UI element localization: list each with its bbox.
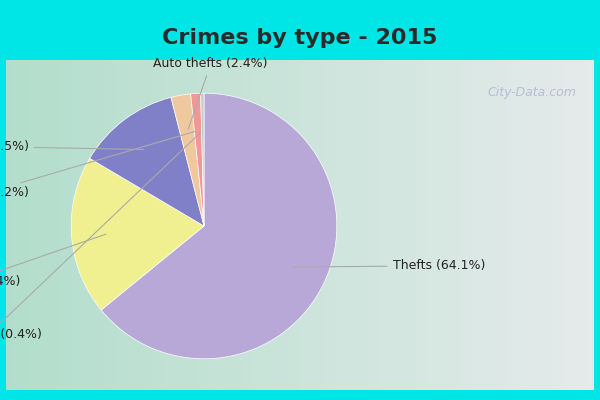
Wedge shape: [200, 93, 204, 226]
Wedge shape: [71, 158, 204, 310]
Text: Burglaries (12.5%): Burglaries (12.5%): [0, 140, 144, 153]
Text: Robberies (0.4%): Robberies (0.4%): [0, 132, 201, 341]
Wedge shape: [191, 93, 204, 226]
Text: Crimes by type - 2015: Crimes by type - 2015: [163, 28, 437, 48]
Text: Assaults (19.4%): Assaults (19.4%): [0, 234, 106, 288]
Text: Thefts (64.1%): Thefts (64.1%): [293, 259, 485, 272]
Text: Rapes (1.2%): Rapes (1.2%): [0, 131, 196, 199]
Wedge shape: [89, 97, 204, 226]
Wedge shape: [101, 93, 337, 359]
Text: Auto thefts (2.4%): Auto thefts (2.4%): [154, 58, 268, 129]
Text: City-Data.com: City-Data.com: [487, 86, 577, 99]
Wedge shape: [171, 94, 204, 226]
